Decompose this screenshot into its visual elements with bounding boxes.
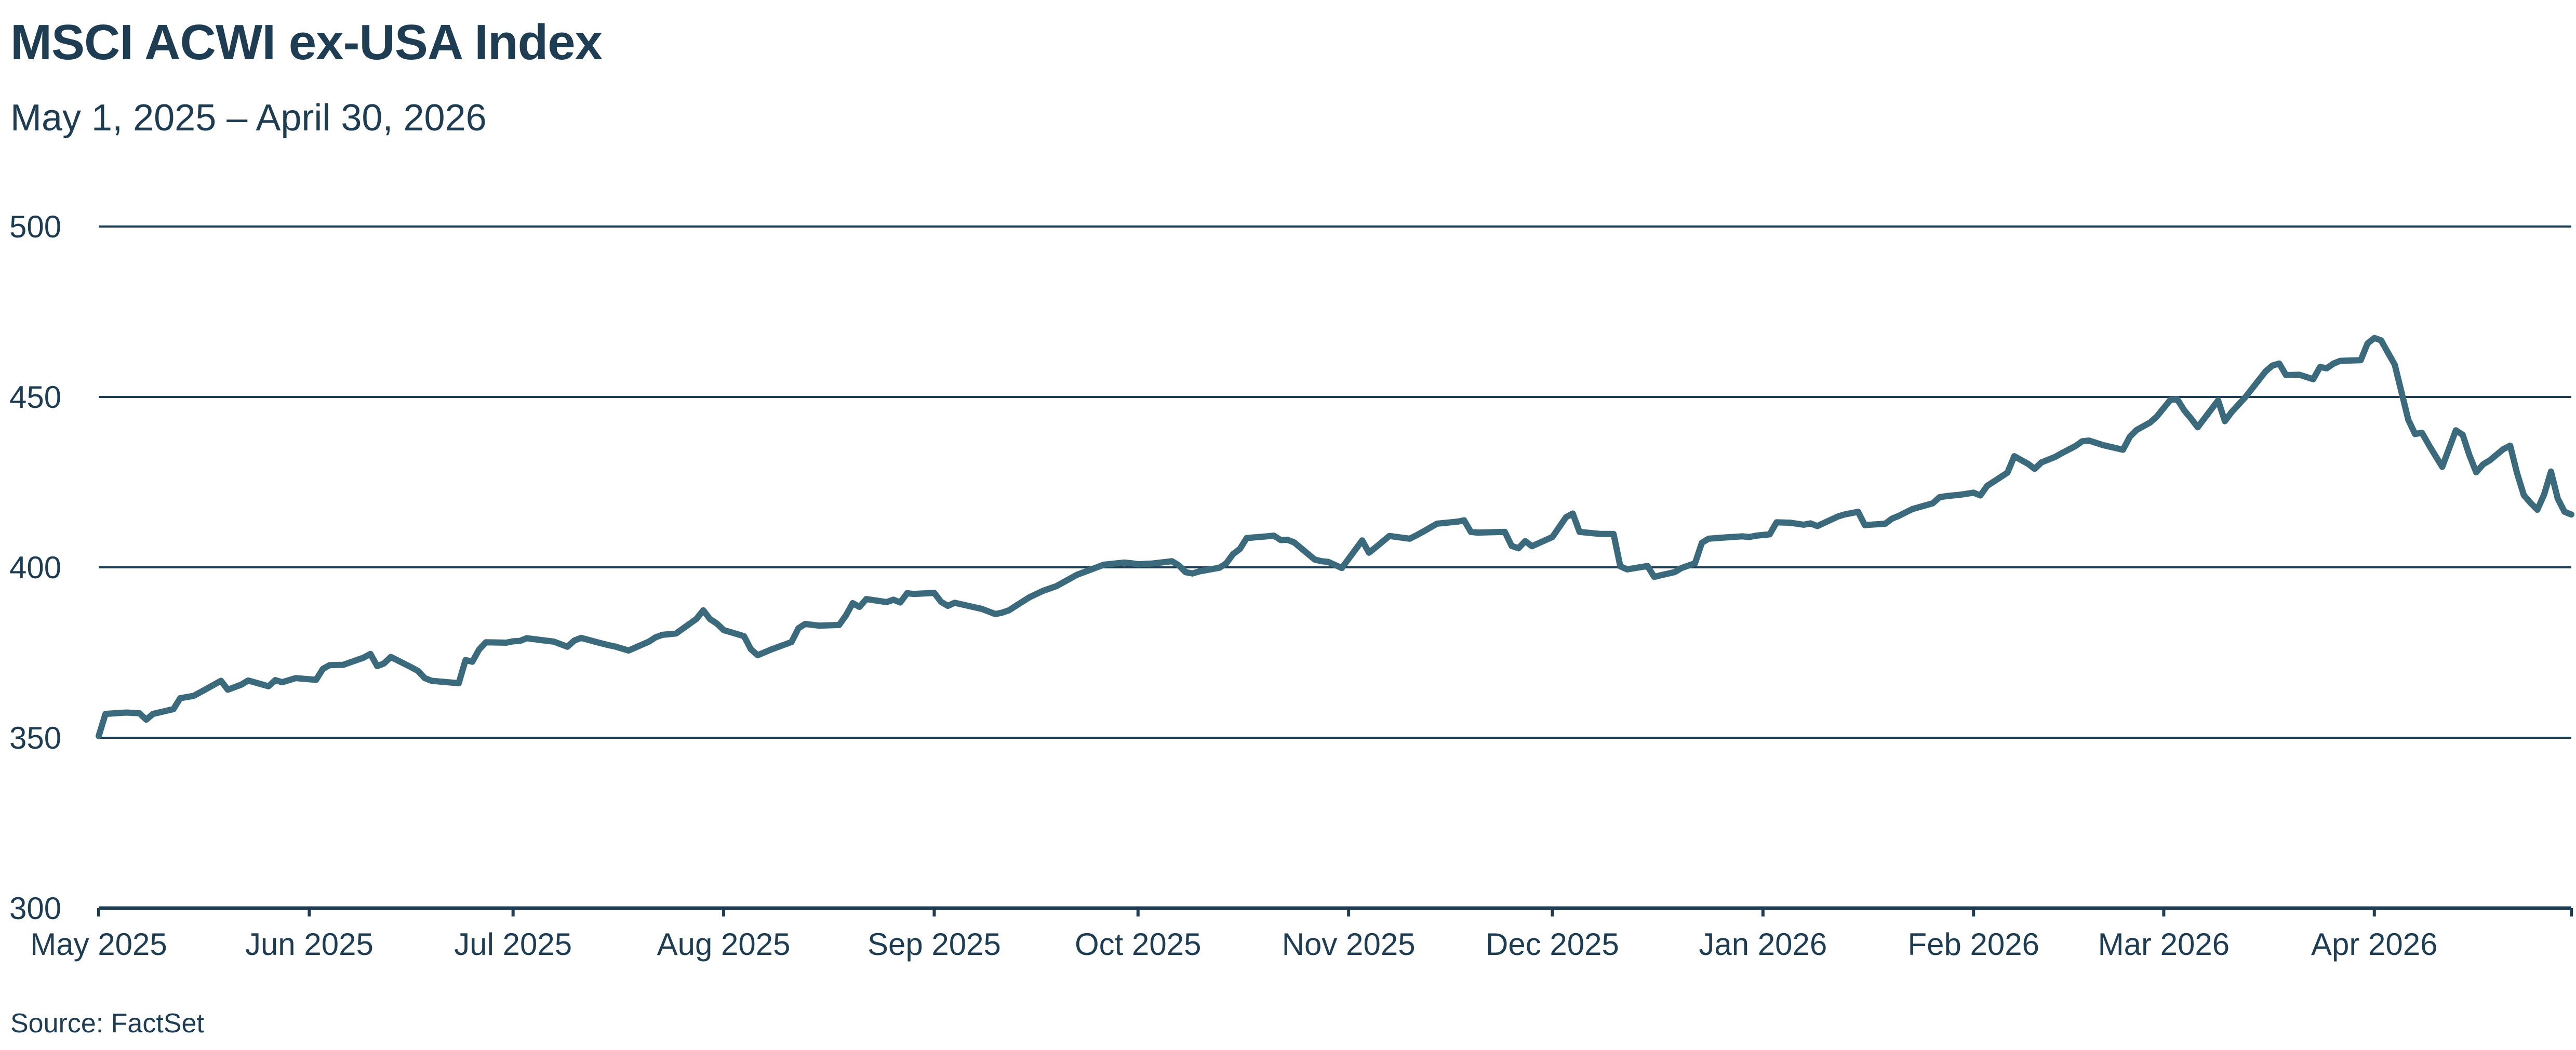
- x-tick-label: Feb 2026: [1907, 927, 2039, 962]
- y-tick-label: 450: [9, 380, 61, 415]
- x-tick-label: Sep 2025: [867, 927, 1001, 962]
- x-tick-label: Jan 2026: [1699, 927, 1827, 962]
- x-tick-label: Nov 2025: [1282, 927, 1416, 962]
- gridlines: [99, 225, 2571, 739]
- x-tick-label: Apr 2026: [2311, 927, 2438, 962]
- y-tick-label: 300: [9, 891, 61, 926]
- series-layer: [96, 335, 2574, 739]
- x-tick-label: Oct 2025: [1075, 927, 1202, 962]
- chart-title: MSCI ACWI ex-USA Index: [10, 15, 603, 70]
- x-axis-tick-labels: May 2025 Jun 2025 Jul 2025 Aug 2025 Sep 2025…: [30, 927, 2437, 962]
- y-tick-label: 400: [9, 550, 61, 585]
- x-tick-label: Dec 2025: [1486, 927, 1619, 962]
- x-tick-label: Jun 2025: [245, 927, 373, 962]
- source-note: Source: FactSet: [10, 1008, 204, 1039]
- y-tick-label: 350: [9, 721, 61, 755]
- x-tick-label: Jul 2025: [454, 927, 572, 962]
- y-axis-tick-labels: 300 350 400 450 500: [9, 209, 61, 926]
- x-tick-label: May 2025: [30, 927, 167, 962]
- x-axis: [97, 906, 2573, 916]
- x-tick-label: Mar 2026: [2098, 927, 2230, 962]
- series-line: [96, 335, 2574, 739]
- x-tick-label: Aug 2025: [657, 927, 791, 962]
- chart-subtitle: May 1, 2025 – April 30, 2026: [10, 97, 487, 139]
- y-tick-label: 500: [9, 209, 61, 244]
